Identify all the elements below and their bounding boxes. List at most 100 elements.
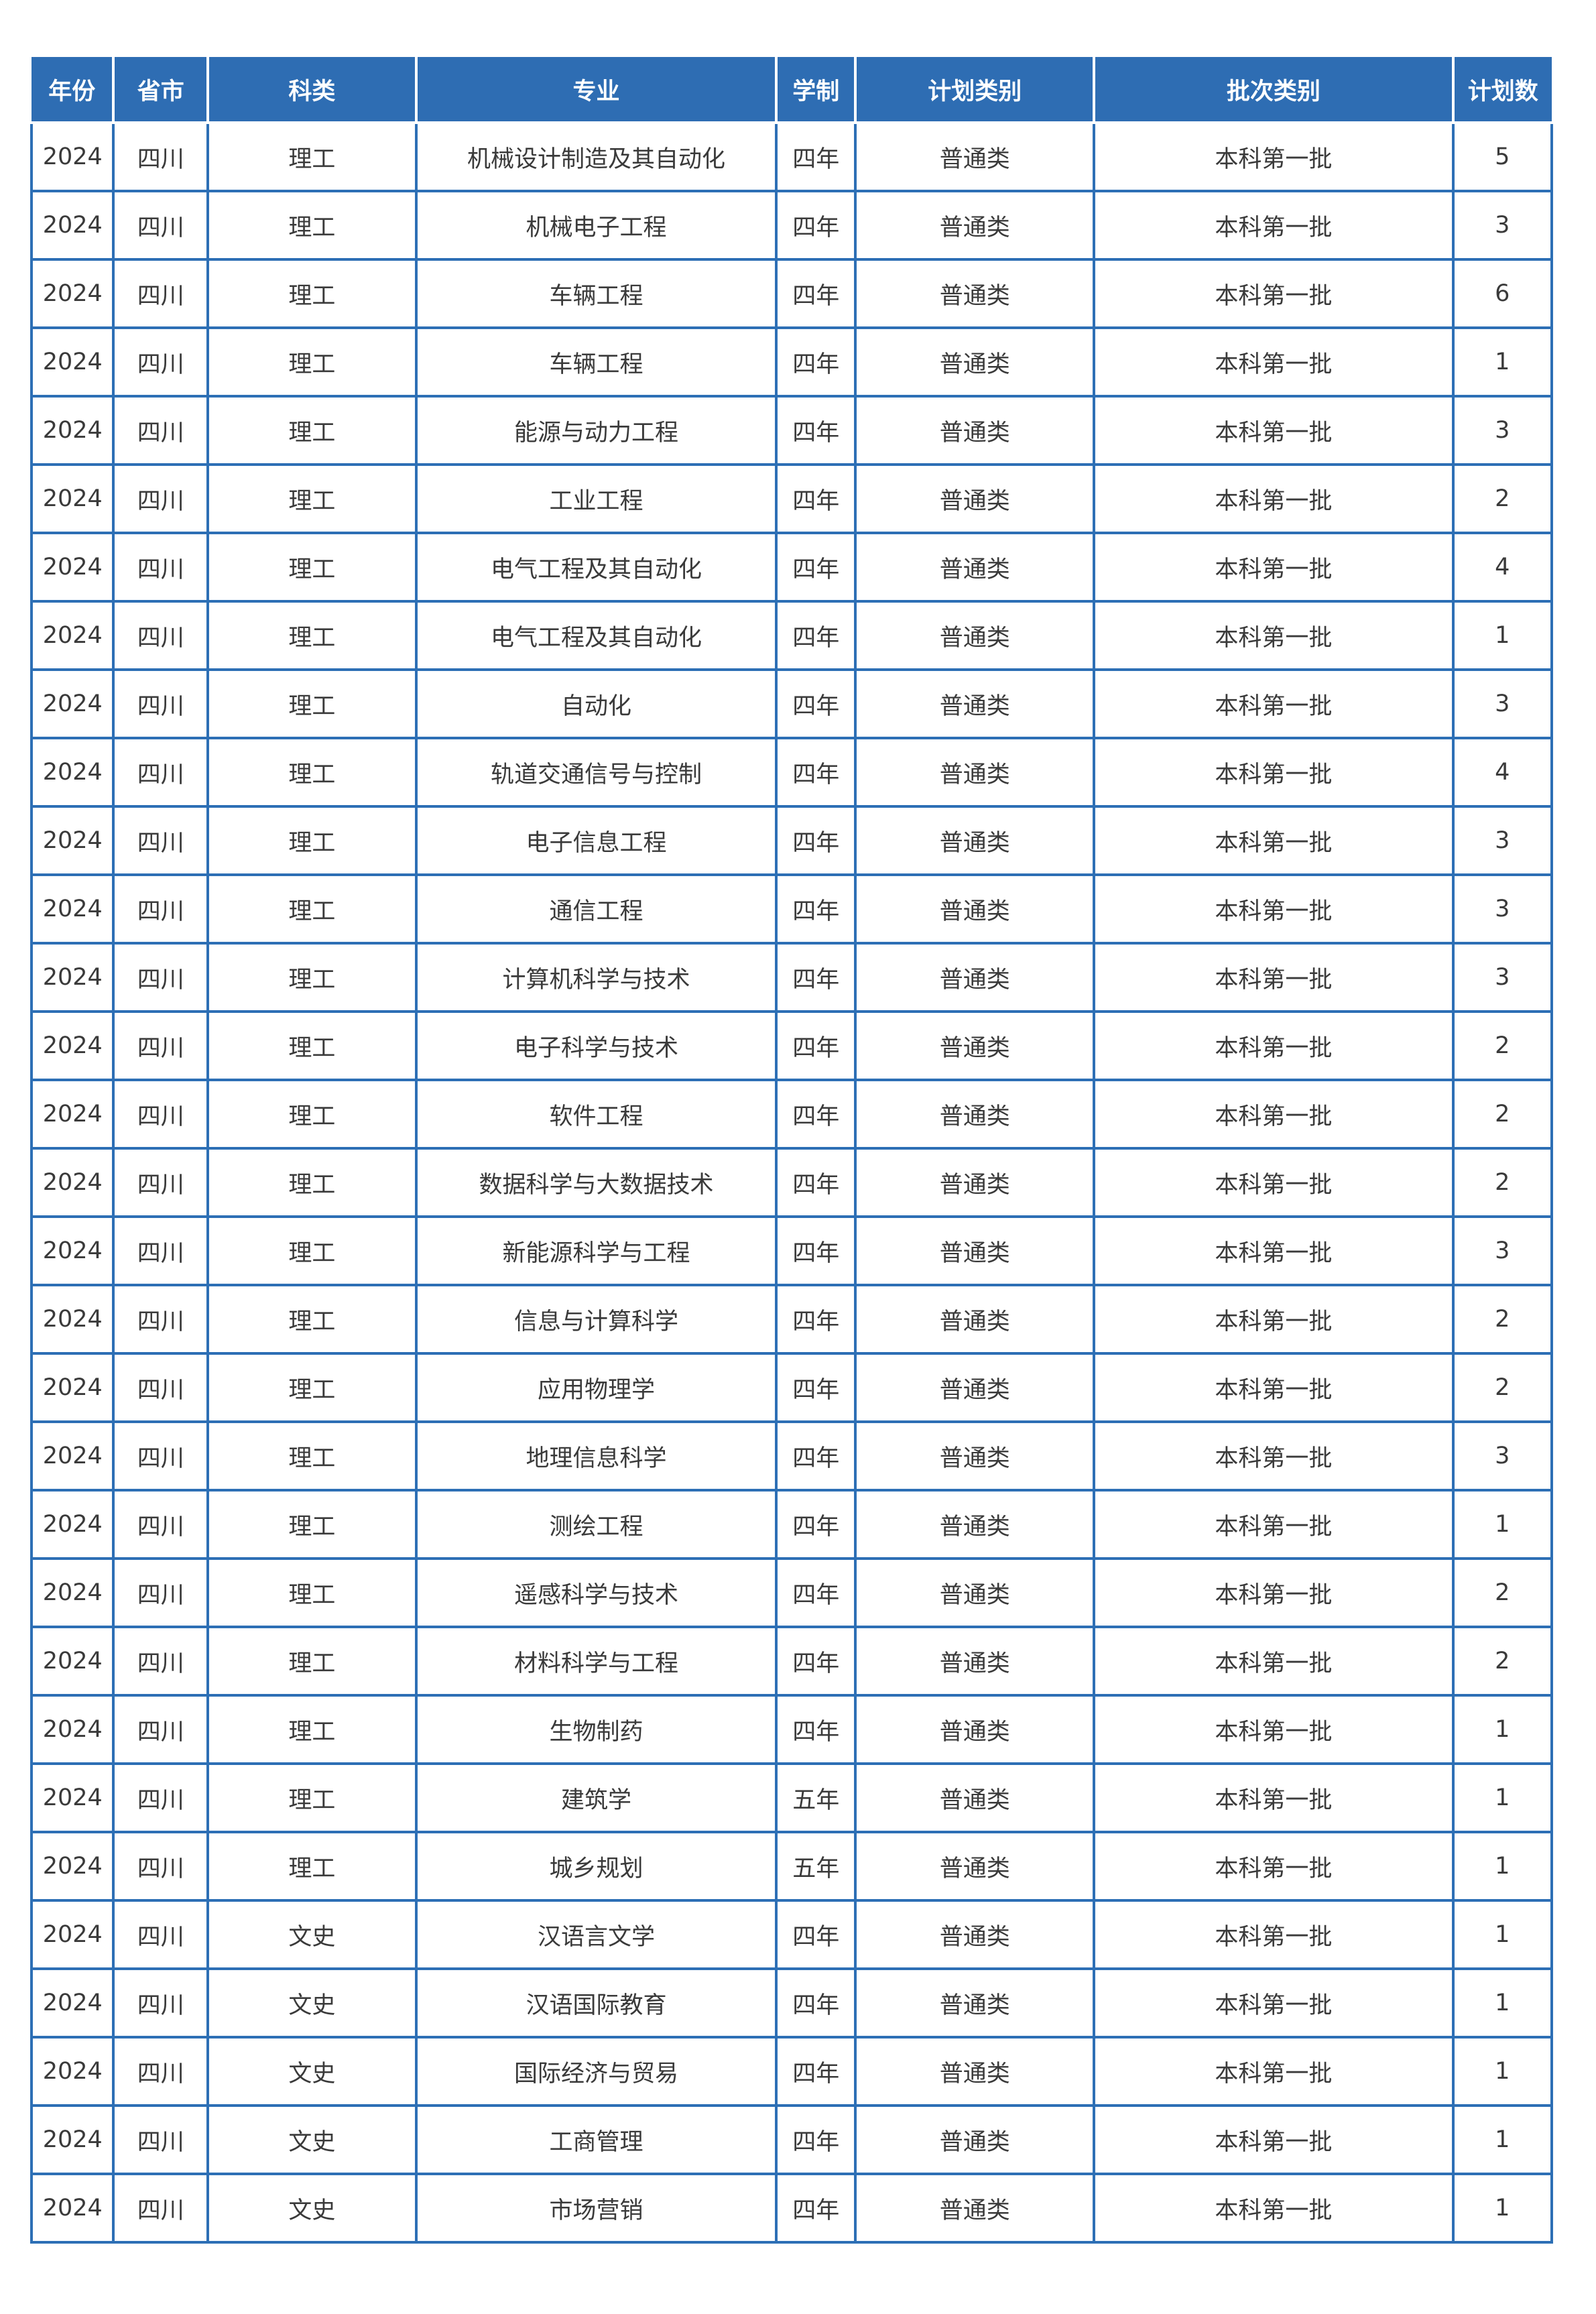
cell-major: 建筑学 [414,1762,778,1833]
table-row: 2024 四川 理工 电气工程及其自动化 四年 普通类 本科第一批 4 [29,532,1554,603]
cell-category: 文史 [206,1899,418,1970]
table-row: 2024 四川 理工 建筑学 五年 普通类 本科第一批 1 [29,1762,1554,1833]
cell-province: 四川 [112,258,210,329]
cell-plan-type: 普通类 [854,532,1096,603]
cell-plan-count: 2 [1451,1010,1554,1081]
cell-plan-count: 1 [1451,2036,1554,2107]
cell-plan-type: 普通类 [854,1147,1096,1218]
cell-category: 理工 [206,1557,418,1628]
table-row: 2024 四川 理工 遥感科学与技术 四年 普通类 本科第一批 2 [29,1557,1554,1628]
table-row: 2024 四川 理工 机械电子工程 四年 普通类 本科第一批 3 [29,190,1554,261]
cell-year: 2024 [29,326,115,398]
cell-plan-count: 3 [1451,395,1554,466]
cell-category: 理工 [206,395,418,466]
cell-major: 国际经济与贸易 [414,2036,778,2107]
table-row: 2024 四川 理工 数据科学与大数据技术 四年 普通类 本科第一批 2 [29,1147,1554,1218]
cell-province: 四川 [112,121,210,192]
cell-duration: 五年 [775,1831,857,1902]
cell-major: 电气工程及其自动化 [414,532,778,603]
cell-major: 生物制药 [414,1694,778,1765]
cell-plan-count: 1 [1451,1967,1554,2038]
cell-year: 2024 [29,121,115,192]
header-row: 年份 省市 科类 专业 学制 计划类别 批次类别 计划数 [32,57,1552,124]
cell-plan-count: 1 [1451,1489,1554,1560]
cell-major: 应用物理学 [414,1352,778,1423]
cell-year: 2024 [29,1762,115,1833]
cell-plan-count: 4 [1451,532,1554,603]
table-row: 2024 四川 文史 汉语国际教育 四年 普通类 本科第一批 1 [29,1967,1554,2038]
table-row: 2024 四川 理工 材料科学与工程 四年 普通类 本科第一批 2 [29,1626,1554,1697]
cell-major: 信息与计算科学 [414,1284,778,1355]
cell-duration: 四年 [775,1489,857,1560]
cell-plan-type: 普通类 [854,463,1096,534]
cell-major: 电子信息工程 [414,805,778,876]
cell-batch-type: 本科第一批 [1093,532,1455,603]
cell-duration: 四年 [775,2173,857,2244]
cell-category: 理工 [206,1626,418,1697]
cell-plan-count: 1 [1451,600,1554,671]
cell-plan-type: 普通类 [854,190,1096,261]
cell-province: 四川 [112,1010,210,1081]
table-header: 年份 省市 科类 专业 学制 计划类别 批次类别 计划数 [32,57,1552,124]
cell-category: 理工 [206,532,418,603]
cell-plan-type: 普通类 [854,1284,1096,1355]
cell-batch-type: 本科第一批 [1093,1899,1455,1970]
table-row: 2024 四川 文史 汉语言文学 四年 普通类 本科第一批 1 [29,1899,1554,1970]
cell-plan-type: 普通类 [854,395,1096,466]
cell-major: 材料科学与工程 [414,1626,778,1697]
cell-category: 理工 [206,668,418,739]
cell-plan-type: 普通类 [854,1352,1096,1423]
cell-category: 理工 [206,190,418,261]
cell-year: 2024 [29,1420,115,1491]
cell-major: 机械设计制造及其自动化 [414,121,778,192]
cell-year: 2024 [29,1147,115,1218]
cell-plan-count: 2 [1451,1147,1554,1218]
cell-year: 2024 [29,532,115,603]
cell-major: 车辆工程 [414,258,778,329]
cell-batch-type: 本科第一批 [1093,1831,1455,1902]
cell-duration: 四年 [775,1694,857,1765]
table-row: 2024 四川 理工 通信工程 四年 普通类 本科第一批 3 [29,873,1554,945]
cell-plan-type: 普通类 [854,1831,1096,1902]
cell-major: 电子科学与技术 [414,1010,778,1081]
cell-year: 2024 [29,1010,115,1081]
cell-duration: 四年 [775,668,857,739]
cell-plan-type: 普通类 [854,1694,1096,1765]
cell-duration: 四年 [775,1284,857,1355]
cell-category: 理工 [206,737,418,808]
cell-duration: 四年 [775,1967,857,2038]
cell-batch-type: 本科第一批 [1093,942,1455,1013]
cell-duration: 四年 [775,258,857,329]
cell-plan-count: 5 [1451,121,1554,192]
cell-category: 文史 [206,2173,418,2244]
cell-plan-count: 4 [1451,737,1554,808]
cell-major: 自动化 [414,668,778,739]
cell-plan-type: 普通类 [854,942,1096,1013]
cell-duration: 四年 [775,600,857,671]
cell-plan-count: 2 [1451,1079,1554,1150]
cell-batch-type: 本科第一批 [1093,1626,1455,1697]
cell-year: 2024 [29,2173,115,2244]
cell-plan-type: 普通类 [854,1489,1096,1560]
cell-major: 能源与动力工程 [414,395,778,466]
cell-province: 四川 [112,1967,210,2038]
cell-year: 2024 [29,1967,115,2038]
cell-category: 文史 [206,2104,418,2175]
cell-duration: 四年 [775,463,857,534]
cell-major: 市场营销 [414,2173,778,2244]
cell-plan-count: 3 [1451,805,1554,876]
cell-duration: 四年 [775,532,857,603]
cell-duration: 四年 [775,121,857,192]
table-row: 2024 四川 理工 电气工程及其自动化 四年 普通类 本科第一批 1 [29,600,1554,671]
table-row: 2024 四川 理工 电子科学与技术 四年 普通类 本科第一批 2 [29,1010,1554,1081]
cell-plan-type: 普通类 [854,873,1096,945]
cell-plan-type: 普通类 [854,600,1096,671]
cell-category: 理工 [206,1147,418,1218]
cell-plan-type: 普通类 [854,1420,1096,1491]
cell-plan-type: 普通类 [854,2104,1096,2175]
cell-batch-type: 本科第一批 [1093,395,1455,466]
cell-plan-type: 普通类 [854,121,1096,192]
table-row: 2024 四川 文史 工商管理 四年 普通类 本科第一批 1 [29,2104,1554,2175]
cell-plan-count: 1 [1451,2173,1554,2244]
cell-plan-type: 普通类 [854,737,1096,808]
